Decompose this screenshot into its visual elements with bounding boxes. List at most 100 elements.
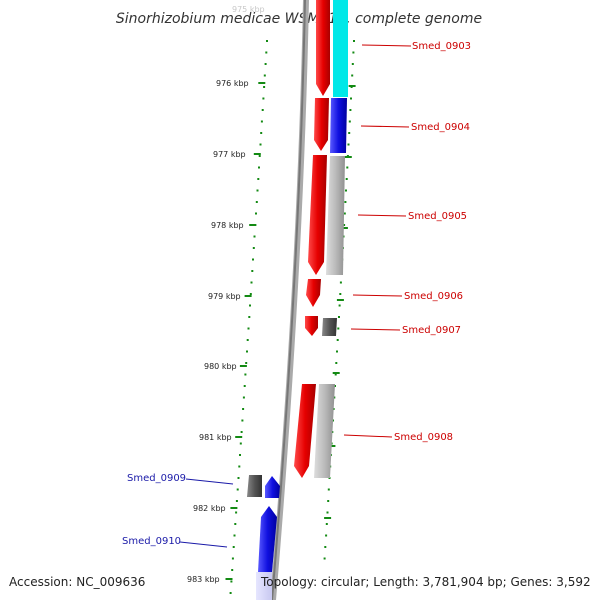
ruler-dot — [262, 97, 265, 100]
track-block-gray-1 — [326, 156, 345, 275]
inner-track-dot — [352, 51, 355, 54]
ruler-dot — [247, 327, 250, 330]
ruler-dot — [248, 316, 251, 318]
inner-track-dot — [325, 534, 328, 537]
ruler-dot — [249, 293, 252, 295]
ruler-dot — [251, 270, 254, 272]
genome-title: Sinorhizobium medicae WSM419, complete g… — [116, 11, 482, 27]
ruler-dot — [246, 350, 248, 353]
leader-line-smed-0910 — [179, 541, 228, 548]
inner-track-dot — [334, 373, 337, 376]
kbp-ruler — [225, 40, 268, 594]
tick-label-977: 977 kbp — [213, 150, 246, 159]
track-block-blue — [330, 98, 347, 153]
track-block-darkgray-2 — [247, 475, 262, 497]
leader-line-smed-0903 — [361, 44, 412, 47]
inner-track-dot — [333, 396, 336, 399]
inner-track-dot — [349, 109, 352, 111]
ruler-dot — [240, 431, 243, 433]
ruler-dot — [255, 212, 257, 215]
gene-label-smed-0908[interactable]: Smed_0908 — [394, 432, 453, 443]
ruler-dot — [256, 189, 259, 192]
ruler-dot — [257, 178, 260, 180]
gene-arrow-smed-0904[interactable] — [314, 98, 329, 151]
inner-track-tick — [332, 372, 340, 374]
tick-label-983: 983 kbp — [187, 575, 220, 584]
inner-track-tick — [348, 85, 356, 87]
ruler-dot — [238, 465, 241, 468]
inner-track-dot — [325, 523, 328, 525]
inner-track-dot — [337, 327, 340, 330]
leader-line-smed-0909 — [185, 478, 234, 485]
track-block-cyan — [333, 0, 348, 97]
ruler-dot — [265, 51, 268, 54]
gene-arrow-smed-0906[interactable] — [306, 279, 321, 307]
ruler-dot — [252, 258, 254, 261]
gene-arrow-smed-0907[interactable] — [305, 316, 318, 336]
ruler-dot — [237, 477, 240, 479]
tick-label-975: 975 kbp — [232, 5, 265, 14]
gene-label-smed-0907[interactable]: Smed_0907 — [402, 325, 461, 336]
inner-track-dot — [327, 500, 330, 502]
gene-arrow-smed-0908[interactable] — [294, 384, 316, 478]
ruler-dot — [258, 155, 261, 157]
gene-label-smed-0905[interactable]: Smed_0905 — [408, 211, 467, 222]
leader-line-smed-0904 — [360, 125, 410, 128]
ruler-tick — [239, 365, 247, 367]
ruler-dot — [231, 569, 234, 571]
inner-track-dot — [338, 316, 340, 318]
track-block-darkgray — [322, 318, 337, 336]
ruler-dot — [249, 304, 251, 307]
tick-label-976: 976 kbp — [216, 79, 249, 88]
ruler-tick — [253, 153, 261, 155]
gene-arrow-smed-0910[interactable] — [258, 506, 277, 572]
leader-line-smed-0907 — [350, 328, 401, 331]
ruler-dot — [264, 63, 267, 65]
ruler-dot — [231, 557, 234, 560]
leader-line-smed-0905 — [357, 214, 407, 217]
gene-label-smed-0909[interactable]: Smed_0909 — [127, 473, 186, 484]
genome-backbone — [270, 0, 309, 600]
gene-region-lightblue — [256, 572, 272, 600]
ruler-dot — [261, 109, 264, 111]
ruler-tick — [244, 295, 252, 297]
accession-label: Accession: NC_009636 — [9, 575, 146, 589]
inner-track-tick — [324, 517, 332, 519]
ruler-dot — [233, 534, 236, 537]
ruler-dot — [235, 500, 238, 502]
inner-track-dot — [350, 97, 352, 100]
inner-track-dot — [324, 546, 327, 548]
ruler-dot — [263, 86, 266, 88]
gene-arrow-smed-0905[interactable] — [308, 155, 327, 275]
ruler-dot — [252, 247, 255, 249]
inner-track-dot — [336, 350, 338, 353]
inner-track-tick — [336, 299, 344, 301]
track-block-gray-2 — [314, 384, 335, 478]
gene-arrow-smed-0903[interactable] — [316, 0, 330, 96]
inner-track-dot — [353, 40, 355, 42]
inner-track-tick — [340, 227, 348, 229]
ruler-dot — [245, 362, 248, 364]
ruler-dot — [230, 580, 233, 583]
ruler-dot — [243, 385, 246, 387]
tick-label-982: 982 kbp — [193, 504, 226, 513]
gene-arrow-smed-0909[interactable] — [265, 476, 280, 498]
leader-line-smed-0906 — [352, 294, 403, 297]
gene-label-smed-0906[interactable]: Smed_0906 — [404, 291, 463, 302]
ruler-dot — [234, 523, 237, 525]
ruler-dot — [263, 74, 266, 77]
gene-label-smed-0904[interactable]: Smed_0904 — [411, 122, 470, 133]
inner-track-dot — [343, 224, 346, 226]
gene-label-smed-0903[interactable]: Smed_0903 — [412, 41, 471, 52]
inner-track-dot — [348, 120, 351, 123]
ruler-tick — [225, 578, 233, 580]
inner-track-dot — [335, 362, 338, 364]
ruler-dot — [259, 143, 262, 146]
leader-line-smed-0908 — [343, 434, 393, 438]
ruler-dot — [258, 166, 260, 169]
tick-label-981: 981 kbp — [199, 433, 232, 442]
inner-track-tick — [344, 156, 352, 158]
ruler-dot — [253, 235, 256, 238]
inner-track-dot — [336, 339, 339, 341]
gene-label-smed-0910[interactable]: Smed_0910 — [122, 536, 181, 547]
